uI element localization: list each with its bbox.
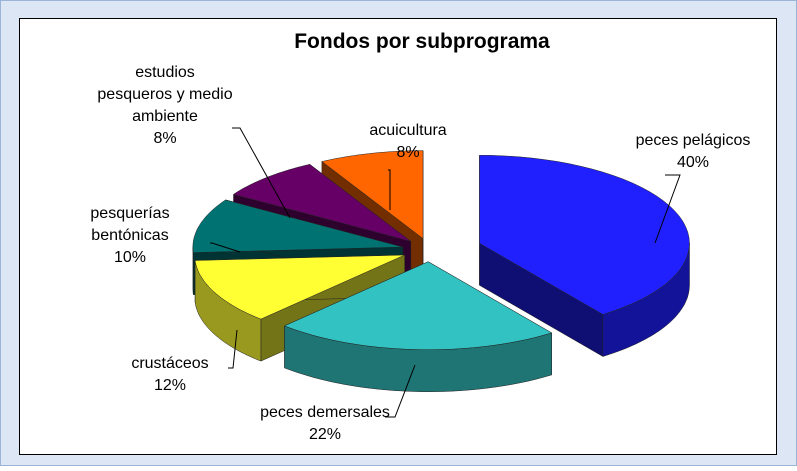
value-label: 8% xyxy=(396,144,419,161)
category-label: acuicultura xyxy=(369,122,446,139)
category-label: crustáceos xyxy=(131,355,208,372)
category-label: peces demersales xyxy=(260,404,390,421)
label-line: bentónicas xyxy=(91,227,168,244)
chart-title: Fondos por subprograma xyxy=(294,30,550,53)
label-line: peces demersales xyxy=(260,404,390,421)
label-line: peces pelágicos xyxy=(636,132,751,149)
value-label: 12% xyxy=(154,377,186,394)
label-line: crustáceos xyxy=(131,355,208,372)
category-label: peces pelágicos xyxy=(636,132,751,149)
label-line: acuicultura xyxy=(369,122,446,139)
value-label: 40% xyxy=(677,154,709,171)
label-line: ambiente xyxy=(132,108,198,125)
label-line: pesqueros y medio xyxy=(97,86,232,103)
value-label: 8% xyxy=(153,130,176,147)
label-line: pesquerías xyxy=(90,205,169,222)
value-label: 10% xyxy=(114,249,146,266)
value-label: 22% xyxy=(309,426,341,443)
label-line: estudios xyxy=(135,64,195,81)
